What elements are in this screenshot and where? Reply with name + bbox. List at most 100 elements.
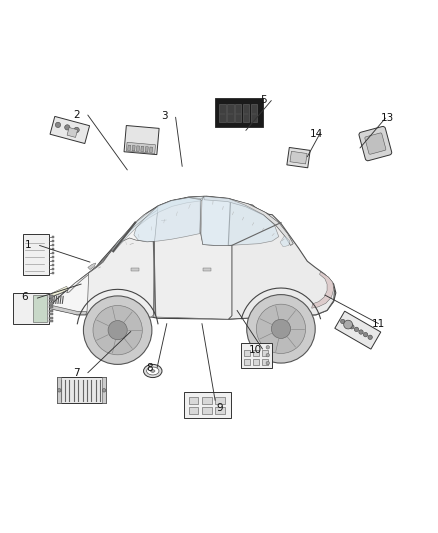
Text: 1: 1	[25, 240, 32, 251]
Polygon shape	[228, 200, 334, 319]
Circle shape	[343, 320, 352, 329]
Polygon shape	[311, 272, 333, 308]
Bar	[201, 397, 211, 404]
Bar	[290, 151, 306, 164]
Bar	[49, 306, 53, 308]
Circle shape	[367, 335, 371, 340]
Circle shape	[74, 127, 79, 133]
Bar	[57, 377, 61, 403]
Bar	[49, 317, 53, 319]
Bar	[52, 260, 53, 262]
Circle shape	[55, 122, 60, 127]
Bar	[219, 104, 225, 122]
Bar	[33, 295, 47, 322]
Circle shape	[344, 322, 349, 326]
Text: 10: 10	[248, 345, 261, 355]
Bar	[188, 397, 198, 404]
Bar	[52, 244, 53, 246]
Polygon shape	[204, 196, 293, 245]
Bar	[67, 127, 78, 138]
Bar	[201, 407, 211, 414]
Polygon shape	[47, 196, 335, 319]
Circle shape	[265, 345, 269, 349]
Polygon shape	[50, 286, 68, 296]
Bar	[244, 359, 250, 365]
Bar	[252, 350, 258, 356]
Circle shape	[271, 319, 290, 338]
Bar	[52, 240, 53, 242]
Polygon shape	[112, 196, 204, 253]
Circle shape	[353, 327, 358, 332]
Bar	[50, 116, 89, 143]
Bar	[52, 264, 53, 265]
Bar	[251, 104, 257, 122]
Bar	[49, 310, 53, 312]
Text: 2: 2	[73, 110, 80, 120]
Bar	[188, 407, 198, 414]
Bar	[127, 145, 131, 150]
Circle shape	[246, 295, 314, 363]
Polygon shape	[201, 196, 278, 245]
Circle shape	[256, 304, 305, 353]
Bar	[49, 313, 53, 315]
Ellipse shape	[146, 367, 159, 375]
Text: 13: 13	[380, 113, 393, 123]
Bar	[49, 299, 53, 301]
Bar	[202, 268, 210, 271]
Bar	[240, 343, 272, 368]
Circle shape	[265, 353, 269, 357]
Circle shape	[265, 361, 269, 365]
Polygon shape	[47, 304, 87, 315]
Bar	[334, 311, 380, 349]
Bar	[124, 125, 159, 155]
Bar	[215, 99, 263, 127]
Bar	[286, 148, 310, 168]
Bar	[235, 104, 241, 122]
Circle shape	[57, 389, 61, 392]
Circle shape	[108, 320, 127, 340]
Text: 9: 9	[215, 403, 223, 413]
Polygon shape	[87, 238, 154, 317]
Bar	[126, 142, 155, 154]
Bar	[141, 146, 144, 152]
Bar	[13, 293, 49, 325]
Bar	[49, 295, 53, 297]
Bar	[132, 146, 135, 151]
Bar	[227, 104, 233, 122]
Bar	[52, 248, 53, 250]
Bar	[244, 350, 250, 356]
Bar	[145, 147, 148, 152]
Circle shape	[102, 389, 106, 392]
Circle shape	[349, 325, 353, 329]
FancyBboxPatch shape	[358, 126, 391, 161]
Bar	[52, 252, 53, 254]
FancyBboxPatch shape	[364, 133, 385, 154]
Text: 5: 5	[259, 95, 266, 104]
Bar	[49, 320, 53, 322]
Text: 3: 3	[161, 111, 168, 122]
Bar	[131, 268, 138, 271]
Bar	[183, 392, 230, 418]
Text: 14: 14	[309, 129, 322, 139]
Bar	[243, 104, 249, 122]
Polygon shape	[67, 196, 204, 293]
Circle shape	[64, 125, 70, 130]
Bar	[261, 359, 267, 365]
Bar	[261, 350, 267, 356]
Polygon shape	[88, 263, 95, 270]
Bar	[215, 407, 224, 414]
Bar	[57, 377, 106, 403]
Text: 6: 6	[21, 292, 28, 302]
Polygon shape	[153, 198, 231, 319]
Bar	[52, 256, 53, 258]
Bar	[52, 236, 53, 238]
Bar	[52, 268, 53, 270]
Polygon shape	[279, 236, 289, 247]
Polygon shape	[47, 289, 68, 304]
Bar	[52, 272, 53, 273]
Ellipse shape	[143, 365, 162, 377]
Text: 7: 7	[73, 368, 80, 378]
Bar	[252, 359, 258, 365]
Polygon shape	[134, 198, 201, 242]
Circle shape	[340, 319, 344, 324]
